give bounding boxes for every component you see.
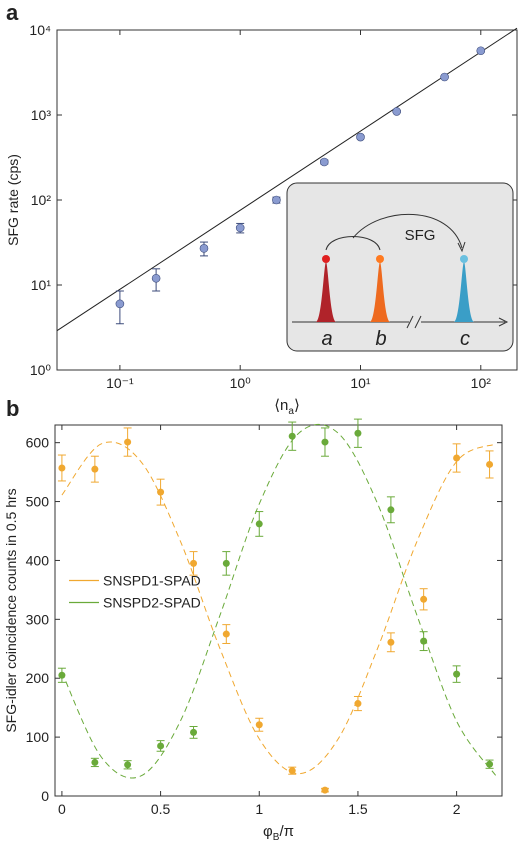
y-tick-label: 0 [41,788,49,804]
x-axis-label-part: a [288,406,294,417]
x-axis-label: ⟨na⟩ [274,397,300,417]
merge-arc [325,236,381,251]
x-tick-label: 10⁻¹ [106,375,134,391]
data-point [91,465,99,473]
x-tick-label: 2 [453,801,461,817]
plot-frame [54,424,503,797]
data-point [420,595,428,603]
data-point [288,432,296,440]
data-point [235,223,245,233]
photon-dot [460,255,468,263]
data-point [486,460,494,468]
y-tick-label: 400 [26,552,50,568]
data-point [453,670,461,678]
inset: SFG a b c [286,182,514,352]
data-point [91,758,99,766]
data-point [356,132,365,142]
panel-label: b [6,396,19,421]
y-tick-label: 600 [26,435,50,451]
data-point [387,506,395,514]
y-tick-label: 10³ [31,107,52,123]
peak [316,262,336,322]
peak [370,262,390,322]
data-point [124,438,132,446]
data-point [321,438,329,446]
photon-dot [322,255,330,263]
data-point [354,700,362,708]
x-axis-label-part: φ [263,823,273,840]
data-point [115,299,125,309]
x-axis-label: φB/π [263,823,294,843]
y-tick-label: 10² [31,192,52,208]
y-tick-label: 10⁰ [30,362,52,378]
y-tick-label: 10¹ [31,277,52,293]
peak [454,262,474,322]
x-tick-label: 0.5 [151,801,171,817]
fit-curve [61,423,497,779]
legend-label: SNSPD1-SPAD [103,573,201,589]
data-point [157,742,165,750]
x-tick-label: 1 [255,801,263,817]
x-axis-label-part: ⟩ [294,397,300,414]
y-tick-label: 200 [26,670,50,686]
legend-label: SNSPD2-SPAD [103,595,201,611]
fit-curve [56,27,518,332]
data-point [222,630,230,638]
x-axis-label-part: B [273,832,280,843]
inset-label: b [375,328,386,350]
y-tick-label: 500 [26,494,50,510]
x-axis-label-part: ⟨n [274,397,288,414]
panel-label: a [6,0,19,25]
data-point [157,488,165,496]
photon-dot [376,255,384,263]
y-axis-label: SFG rate (cps) [5,154,21,246]
data-point [392,107,402,116]
x-tick-label: 1.5 [348,801,368,817]
data-point [190,728,198,736]
inset-box [286,182,514,352]
inset-label: a [321,328,332,350]
x-axis-label-part: /π [279,823,294,840]
data-point [387,638,395,646]
data-point [58,671,66,679]
data-point [222,559,230,567]
y-tick-label: 100 [26,729,50,745]
sfg-arrowhead [457,241,466,253]
data-point [190,559,198,567]
x-tick-label: 10⁰ [230,375,252,391]
data-point [58,464,66,472]
data-point [199,244,209,253]
data-point [440,72,449,82]
data-point [420,637,428,645]
data-point [354,429,362,437]
axis-break [406,315,422,329]
inset-arrowhead [498,317,509,327]
y-axis-label: SFG-idler coincidence counts in 0.5 hrs [3,488,19,732]
data-point [124,761,132,769]
y-tick-label: 300 [26,611,50,627]
axis-break-gap [409,316,421,328]
data-point [321,786,329,794]
x-tick-label: 10² [471,375,492,391]
fit-curve [61,441,497,775]
data-point [255,520,263,528]
data-point [288,767,296,775]
sfg-arrow [352,213,463,249]
data-point [319,157,329,167]
inset-label: c [460,328,470,350]
data-point [255,721,263,729]
data-point [151,273,161,283]
x-tick-label: 10¹ [350,375,371,391]
data-point [486,760,494,768]
data-point [272,195,281,205]
data-point [476,46,486,56]
data-point [453,454,461,462]
y-tick-label: 10⁴ [29,22,51,38]
x-tick-label: 0 [58,801,66,817]
inset-label: SFG [405,227,436,244]
